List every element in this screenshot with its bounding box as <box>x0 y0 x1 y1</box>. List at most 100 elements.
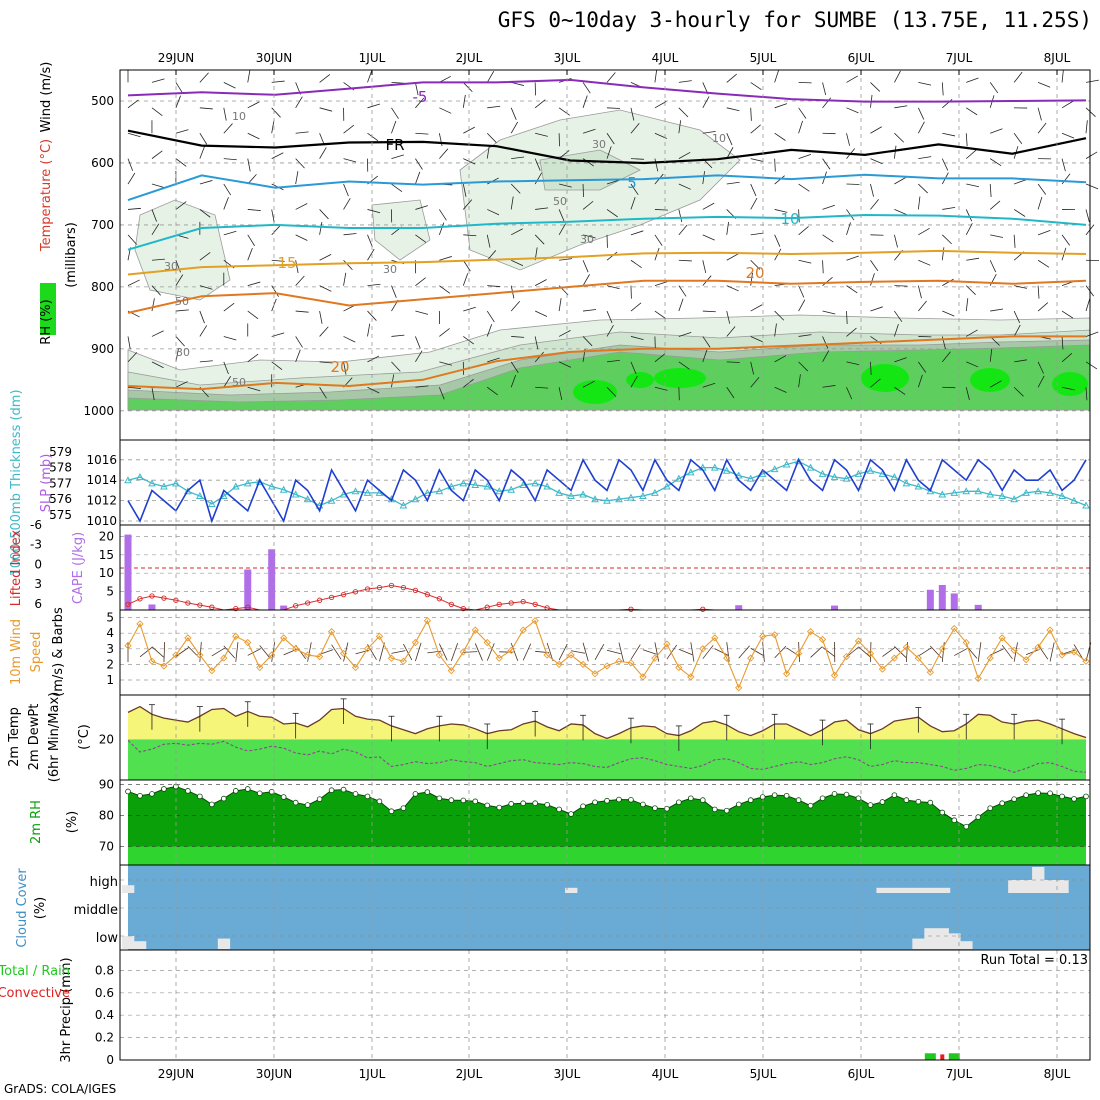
wind-speed-point <box>280 634 288 642</box>
rh-shade-saturated <box>654 368 706 388</box>
wind-barb <box>151 330 164 337</box>
wind-barb <box>894 105 908 109</box>
wind-barb <box>487 285 501 287</box>
wind-barb <box>1037 259 1050 268</box>
wind-barb <box>1037 285 1040 299</box>
wind-barb <box>1014 285 1027 289</box>
wind-barb <box>199 146 205 159</box>
wind-barb <box>654 101 667 109</box>
wind-barb <box>894 132 905 143</box>
wind-barb <box>151 387 155 401</box>
cape-bar <box>268 549 276 610</box>
thickness-axis-label: 1000-500mb Thickness (dm) <box>9 389 24 576</box>
wind-barb <box>486 234 491 248</box>
wind-barb <box>1061 69 1064 83</box>
wind-barb <box>151 209 157 222</box>
wind-barb <box>558 209 565 222</box>
wind-barb <box>894 177 906 185</box>
wind-barb <box>462 199 473 210</box>
wind-barb <box>199 325 208 337</box>
wind-speed-point <box>136 620 144 628</box>
slp-line <box>127 457 1087 524</box>
thickness-point <box>675 474 683 482</box>
wind-barb <box>630 107 635 121</box>
wind-barb <box>510 121 519 134</box>
wind-barb <box>894 234 898 248</box>
thickness-point <box>124 476 132 484</box>
wind-barb <box>822 260 824 274</box>
wind-speed-point <box>950 624 958 633</box>
cape-bar <box>831 605 839 610</box>
precip-legend-convective: Convective <box>0 986 70 1001</box>
wind-speed-point <box>339 649 348 658</box>
rh2m-point <box>927 799 934 806</box>
rh-shade-saturated <box>970 368 1010 392</box>
wind-barb <box>247 69 251 83</box>
rh2m-point <box>532 800 538 806</box>
date-label-top: 30JUN <box>256 51 293 65</box>
thickness-tick-label: 577 <box>49 476 72 490</box>
wind-barb <box>175 260 181 273</box>
wind-barb <box>367 70 373 83</box>
lifted-index-point <box>125 601 131 608</box>
thickness-point <box>196 491 204 500</box>
wind-barb <box>534 310 548 317</box>
wind-barb <box>606 285 620 290</box>
wind-barb <box>487 105 501 109</box>
rh2m-point <box>304 802 311 808</box>
rh2m-point <box>496 804 503 811</box>
wind-barb <box>630 375 638 388</box>
wind-barb <box>822 234 834 243</box>
rh2m-tick-label: 70 <box>99 839 114 853</box>
wind-barb <box>343 259 353 271</box>
wind-barb <box>127 352 138 363</box>
wind-barb <box>391 107 399 119</box>
wind-barb <box>343 361 347 375</box>
li-tick-label: -6 <box>30 518 42 532</box>
wind-speed-point <box>208 667 216 675</box>
wind-barb <box>702 645 714 659</box>
wind-barb <box>486 132 497 143</box>
wind-barb <box>702 131 716 134</box>
wind-speed-point <box>914 654 922 662</box>
wind-barb <box>941 351 951 363</box>
wind-barb <box>870 361 872 375</box>
wind-barb <box>870 183 874 197</box>
thickness-tick-label: 578 <box>49 461 72 475</box>
wind-barb <box>486 250 497 261</box>
wind-barb <box>918 361 927 373</box>
dewpoint-fill <box>128 739 1086 780</box>
wind-barb <box>511 156 525 160</box>
temperature-contour-5 <box>127 173 1087 202</box>
wind-barb <box>618 642 624 662</box>
run-total-label: Run Total = 0.13 <box>980 953 1088 968</box>
wind-barb <box>199 360 213 363</box>
wind-barb <box>439 361 453 366</box>
lifted-index-point <box>628 606 634 612</box>
wind-barb <box>846 255 859 261</box>
wind-barb <box>510 374 517 388</box>
wind-barb <box>870 378 881 388</box>
lifted-index-point <box>460 605 466 612</box>
date-label-bottom: 4JUL <box>652 1067 679 1081</box>
wind-barb <box>127 99 139 109</box>
date-label-bottom: 30JUN <box>256 1067 293 1081</box>
wind-barb <box>295 171 299 185</box>
wind-barb <box>750 647 764 657</box>
wind-barb <box>606 649 621 655</box>
lifted-index-point <box>185 600 191 606</box>
chart-title: GFS 0~10day 3-hourly for SUMBE (13.75E, … <box>497 8 1092 32</box>
wind-speed-point <box>830 671 839 679</box>
wind-tick-label: 5 <box>106 611 114 625</box>
precip-tick-label: 0.8 <box>95 963 114 977</box>
wind-barb <box>942 278 954 286</box>
wind-barb <box>367 310 377 321</box>
wind-barb <box>319 221 323 235</box>
wind-barb <box>415 642 422 662</box>
wind-barb <box>510 361 519 373</box>
wind-barb <box>942 132 956 137</box>
wind-barb <box>319 74 331 83</box>
lifted-index-point <box>508 600 514 606</box>
rh2m-point <box>867 802 874 808</box>
wind-barb <box>271 361 283 370</box>
